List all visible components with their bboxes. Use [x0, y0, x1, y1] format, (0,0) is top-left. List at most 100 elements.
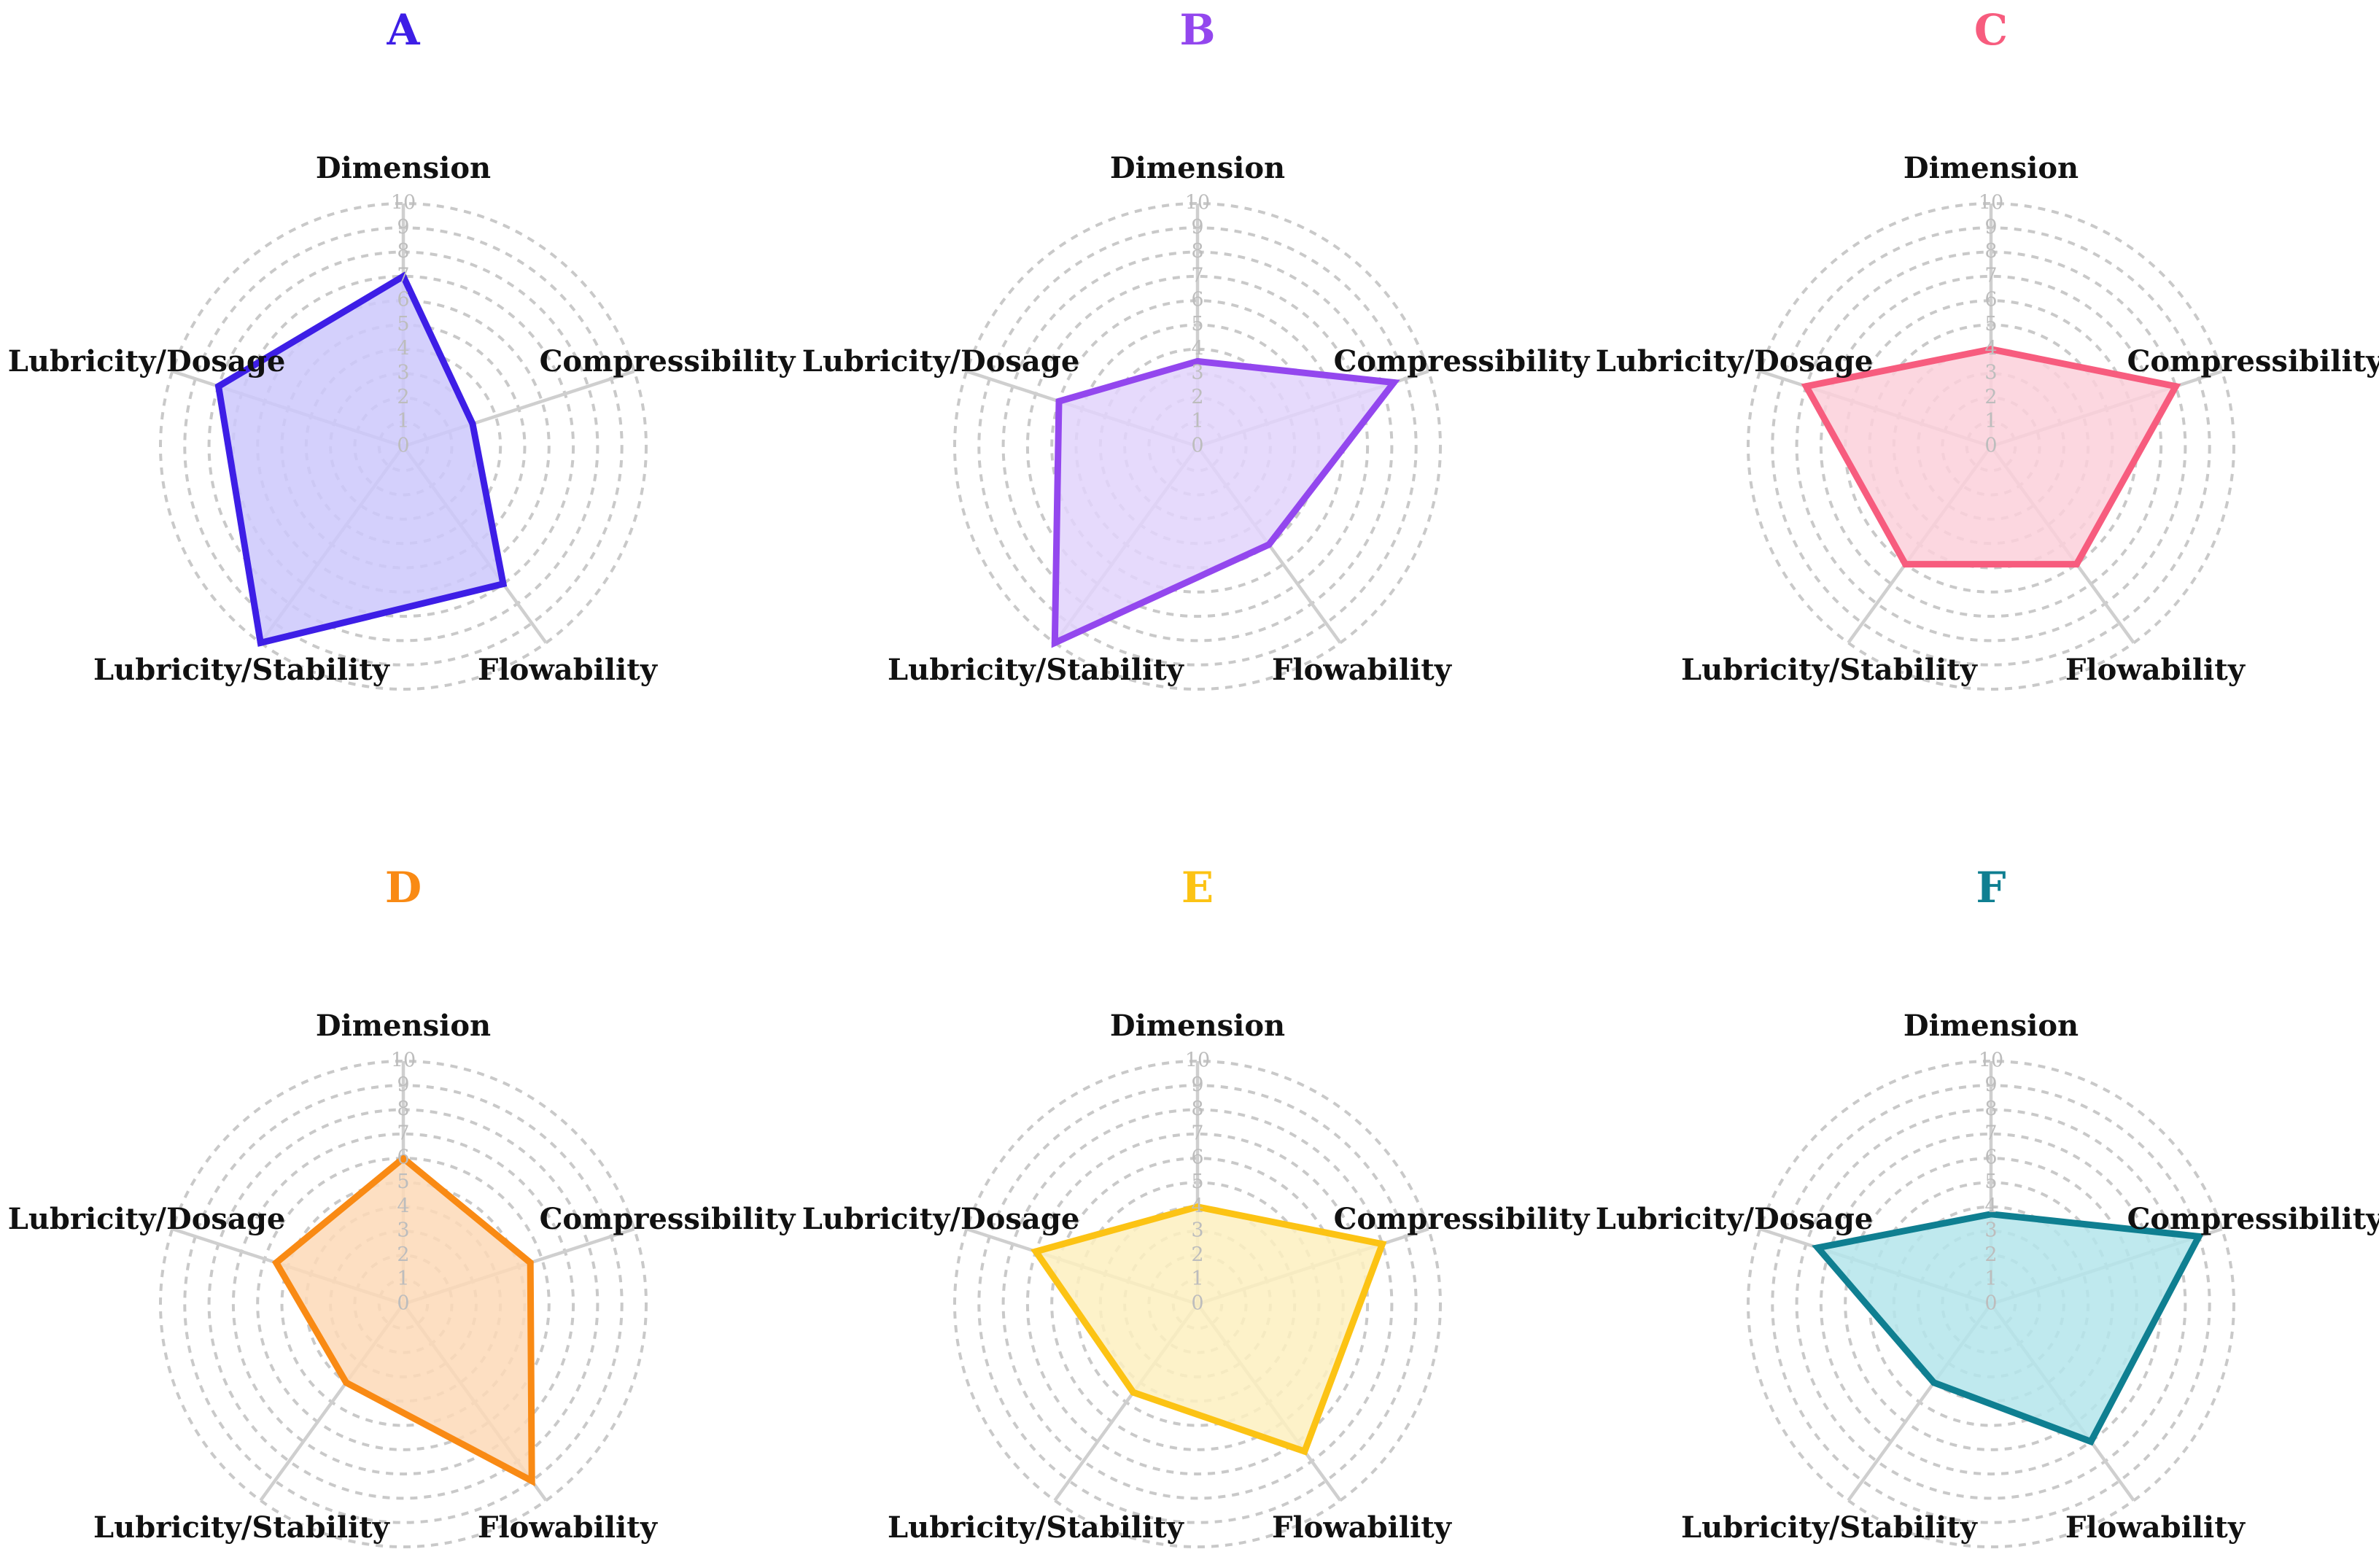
- axis-label-lubricity-dosage: Lubricity/Dosage: [8, 344, 286, 379]
- panel-title: A: [386, 5, 420, 55]
- tick-label: 9: [397, 1074, 409, 1096]
- data-point-lubricity-stability: [1130, 1389, 1137, 1396]
- tick-label: 2: [397, 1243, 409, 1266]
- tick-label: 1: [1984, 1268, 1997, 1290]
- axis-label-lubricity-dosage: Lubricity/Dosage: [1596, 1202, 1874, 1236]
- axis-label-dimension: Dimension: [316, 151, 491, 185]
- grid-ring: [159, 202, 648, 691]
- data-polygon: [1051, 357, 1400, 648]
- data-polygon: [1801, 346, 2181, 568]
- tick-label: 7: [397, 264, 409, 287]
- tick-label: 10: [1979, 1049, 2003, 1072]
- tick-label: 9: [1984, 216, 1997, 238]
- tick-label: 4: [1191, 337, 1203, 360]
- data-point-compressibility: [1390, 379, 1397, 387]
- data-point-lubricity-stability: [1902, 561, 1909, 568]
- tick-label: 7: [1984, 264, 1997, 287]
- tick-label: 8: [397, 1098, 409, 1120]
- axis-label-flowability: Flowability: [478, 653, 659, 687]
- axis-label-dimension: Dimension: [1903, 151, 2079, 185]
- data-point-compressibility: [527, 1259, 534, 1266]
- axis-label-lubricity-stability: Lubricity/Stability: [1681, 653, 1979, 687]
- tick-label: 3: [397, 362, 409, 384]
- data-point-flowability: [1265, 541, 1273, 548]
- axis-label-lubricity-dosage: Lubricity/Dosage: [8, 1202, 286, 1236]
- panel-title: F: [1976, 863, 2006, 912]
- axis-label-flowability: Flowability: [478, 1510, 659, 1545]
- axis-label-lubricity-dosage: Lubricity/Dosage: [802, 344, 1080, 379]
- data-point-lubricity-stability: [343, 1379, 350, 1386]
- data-point-lubricity-dosage: [1814, 1244, 1821, 1251]
- grid-ring: [1747, 202, 2235, 691]
- axis-label-compressibility: Compressibility: [1334, 1202, 1591, 1236]
- data-point-dimension: [400, 273, 407, 280]
- data-point-compressibility: [2195, 1233, 2203, 1240]
- tick-label: 6: [1984, 289, 1997, 311]
- tick-label: 8: [1191, 1098, 1203, 1120]
- tick-label: 4: [397, 1195, 409, 1217]
- tick-label: 8: [1984, 1098, 1997, 1120]
- tick-label: 8: [1984, 240, 1997, 263]
- tick-label: 6: [1191, 289, 1203, 311]
- tick-label: 4: [1984, 337, 1997, 360]
- panel-title: C: [1974, 5, 2008, 55]
- tick-label: 8: [1191, 240, 1203, 263]
- tick-label: 7: [1191, 1122, 1203, 1144]
- data-polygon: [1812, 1211, 2205, 1446]
- tick-label: 3: [397, 1219, 409, 1242]
- panel-title: D: [385, 863, 422, 912]
- tick-label: 0: [1191, 1292, 1203, 1315]
- data-polygon: [214, 271, 508, 647]
- tick-label: 4: [1984, 1195, 1997, 1217]
- data-point-lubricity-stability: [1930, 1379, 1938, 1386]
- tick-label: 1: [1191, 410, 1203, 432]
- tick-label: 2: [397, 386, 409, 408]
- tick-label: 2: [1984, 386, 1997, 408]
- data-point-compressibility: [1378, 1241, 1386, 1248]
- axis-label-dimension: Dimension: [1110, 151, 1285, 185]
- axis-label-lubricity-stability: Lubricity/Stability: [888, 653, 1185, 687]
- grid-ring: [159, 1060, 648, 1548]
- axis-label-lubricity-dosage: Lubricity/Dosage: [1596, 344, 1874, 379]
- tick-label: 8: [397, 240, 409, 263]
- tick-label: 1: [1984, 410, 1997, 432]
- tick-label: 0: [1191, 435, 1203, 457]
- data-point-compressibility: [2172, 383, 2179, 390]
- tick-label: 0: [397, 1292, 409, 1315]
- tick-label: 1: [1191, 1268, 1203, 1290]
- axis-label-lubricity-stability: Lubricity/Stability: [93, 1510, 391, 1545]
- tick-label: 5: [397, 1171, 409, 1193]
- tick-label: 3: [1984, 362, 1997, 384]
- grid-ring: [256, 1157, 551, 1451]
- data-point-lubricity-dosage: [1055, 397, 1063, 405]
- tick-label: 0: [1984, 435, 1997, 457]
- tick-label: 5: [1191, 313, 1203, 335]
- axis-label-compressibility: Compressibility: [2127, 1202, 2379, 1236]
- data-point-flowability: [2087, 1438, 2095, 1445]
- tick-label: 10: [1979, 192, 2003, 214]
- tick-label: 0: [1984, 1292, 1997, 1315]
- tick-label: 6: [397, 289, 409, 311]
- axis-label-compressibility: Compressibility: [540, 344, 797, 379]
- data-point-dimension: [1987, 1211, 1995, 1218]
- tick-label: 7: [1984, 1122, 1997, 1144]
- tick-label: 9: [1191, 216, 1203, 238]
- axis-label-compressibility: Compressibility: [2127, 344, 2379, 379]
- tick-label: 9: [1191, 1074, 1203, 1096]
- grid-ring: [1025, 1132, 1370, 1476]
- tick-label: 5: [1984, 313, 1997, 335]
- axis-label-lubricity-stability: Lubricity/Stability: [1681, 1510, 1979, 1545]
- tick-label: 4: [1191, 1195, 1203, 1217]
- tick-label: 7: [397, 1122, 409, 1144]
- data-point-lubricity-stability: [1051, 639, 1058, 646]
- tick-label: 9: [397, 216, 409, 238]
- data-point-dimension: [400, 1154, 407, 1162]
- panel-title: B: [1179, 5, 1215, 55]
- tick-label: 10: [391, 192, 416, 214]
- data-polygon: [271, 1154, 535, 1486]
